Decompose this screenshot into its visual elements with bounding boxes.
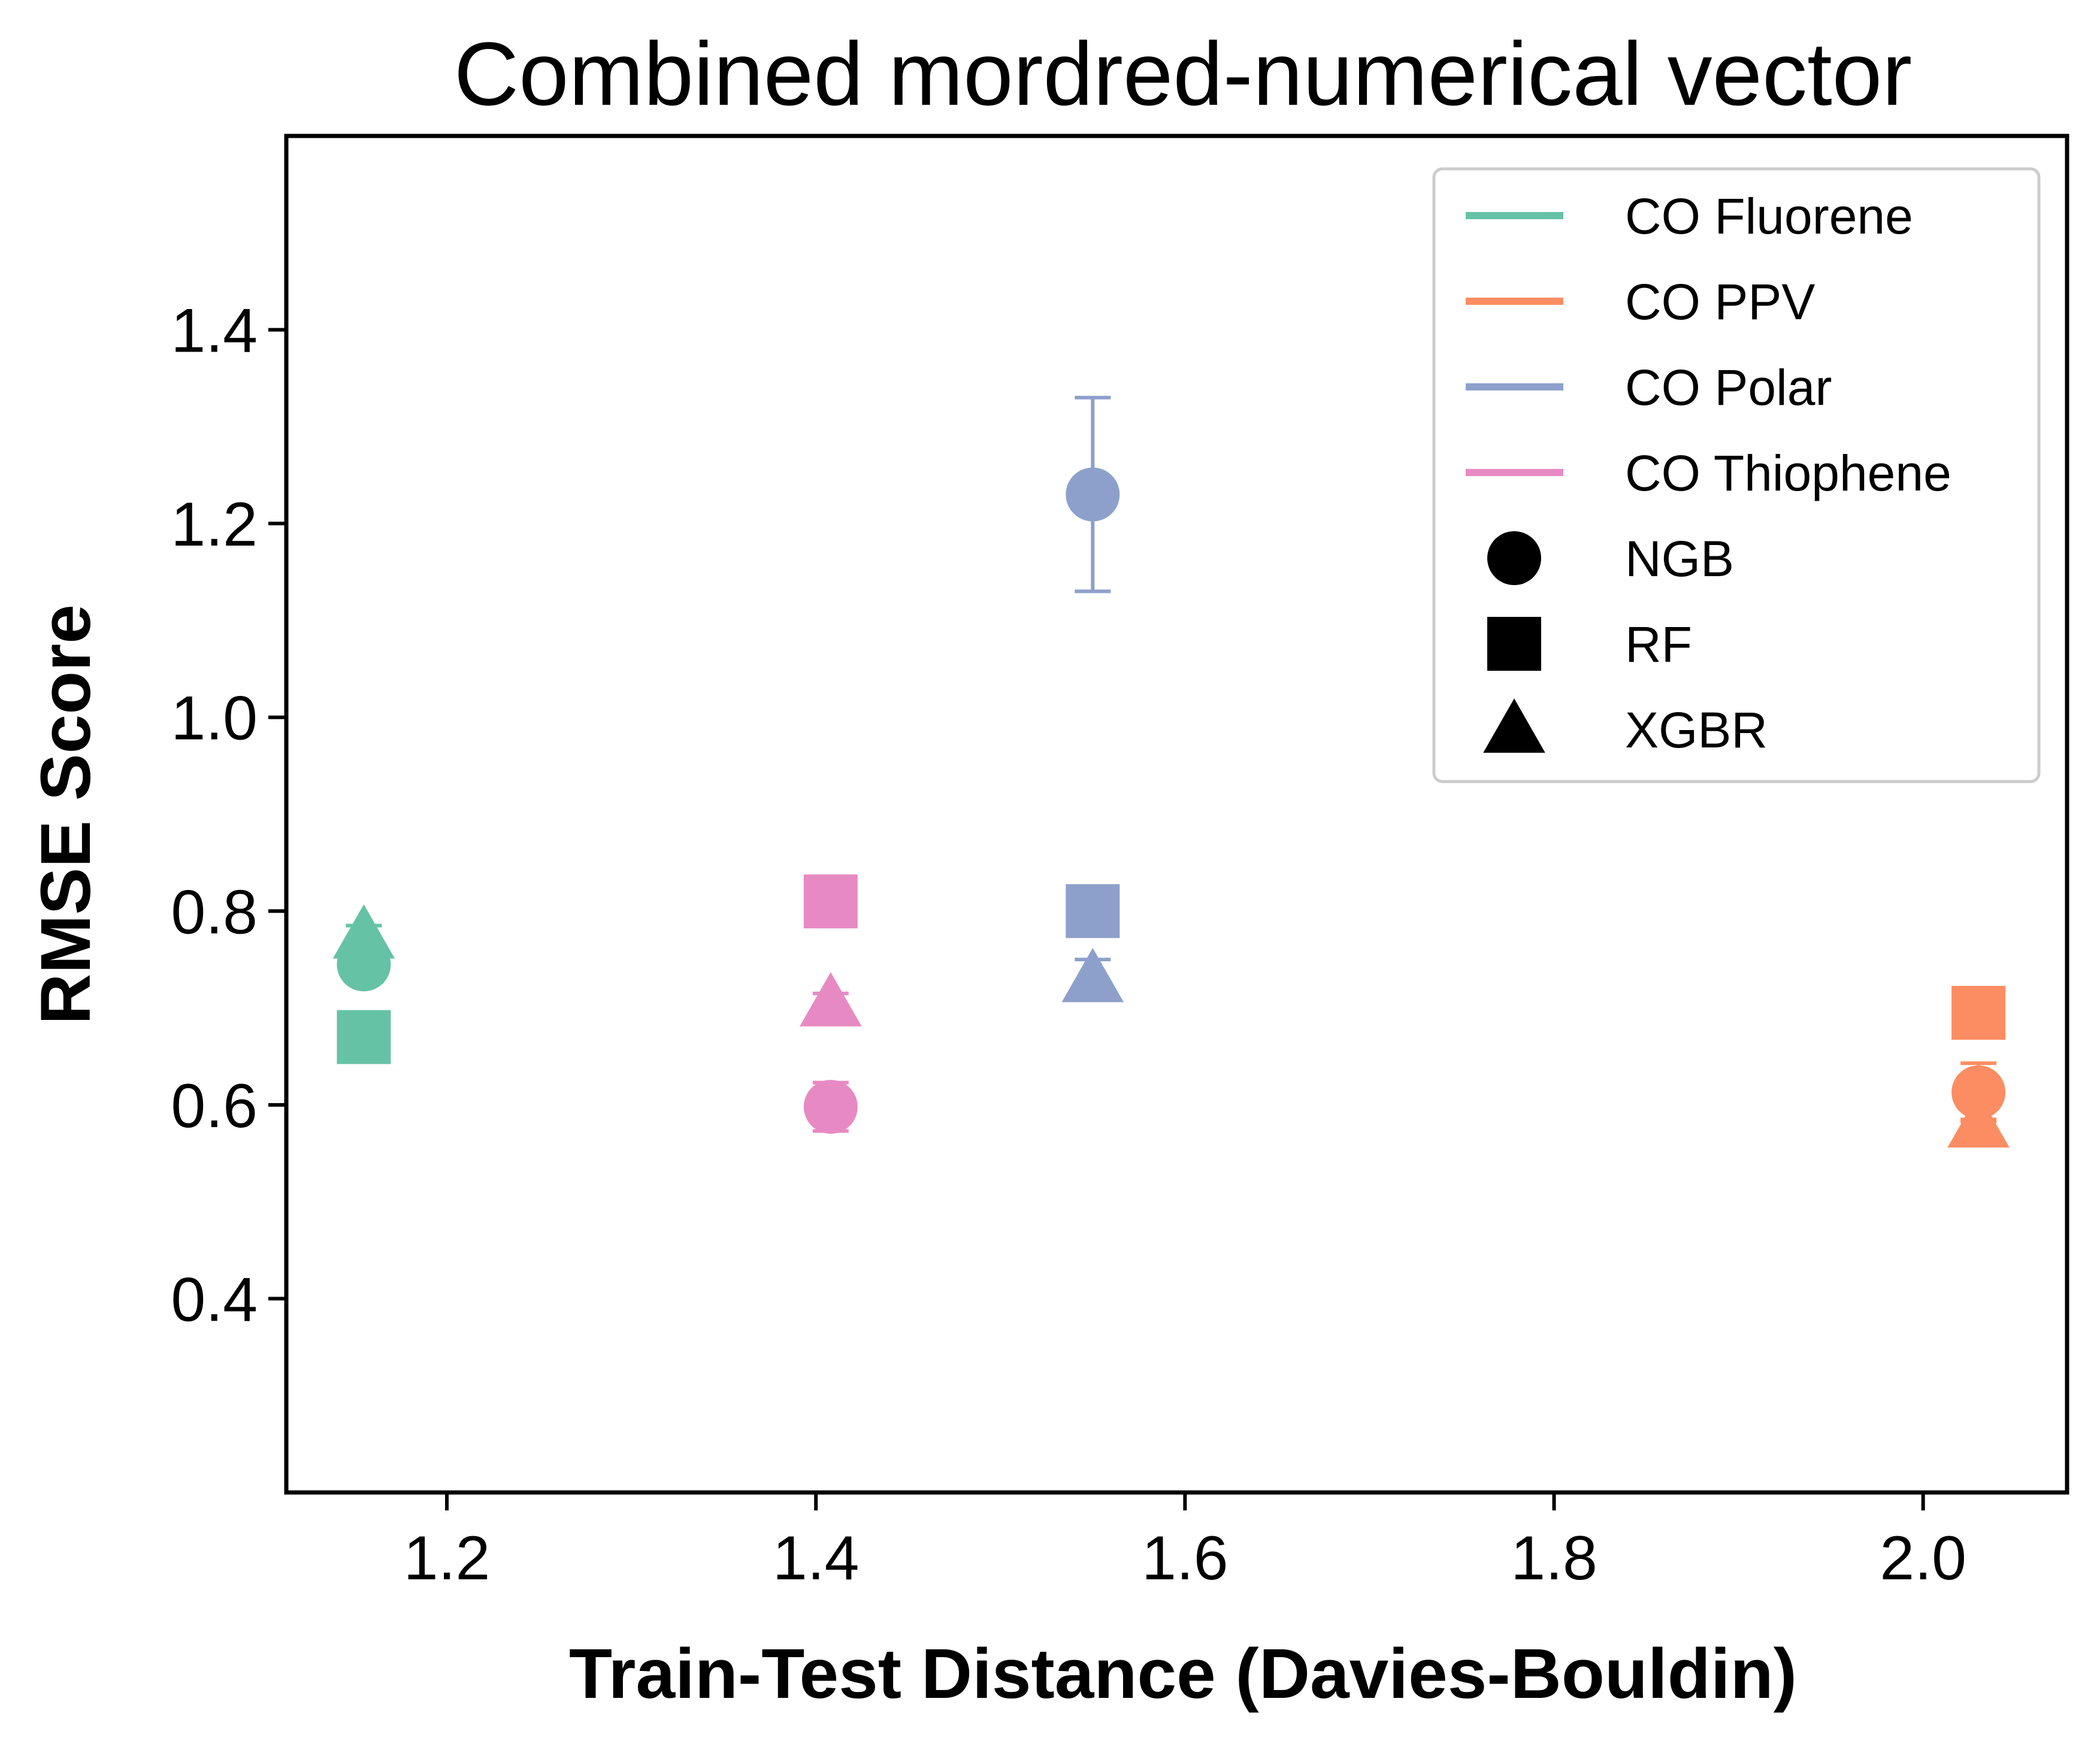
y-axis: 0.4 0.6 0.8 1.0 1.2 1.4	[171, 296, 286, 1334]
y-tick-label: 1.2	[171, 490, 258, 559]
legend-circle-swatch	[1487, 531, 1541, 585]
legend-box	[1432, 167, 2041, 783]
triangle-marker	[800, 972, 862, 1027]
circle-marker	[1066, 467, 1120, 522]
point-co-polar-xgbr	[1061, 947, 1124, 1003]
x-tick-label: 1.8	[1511, 1524, 1597, 1593]
x-axis: 1.2 1.4 1.6 1.8 2.0	[404, 1492, 1966, 1593]
x-tick-label: 1.4	[773, 1524, 860, 1593]
legend-item-co-ppv: CO PPV	[1466, 274, 1815, 330]
circle-marker	[1951, 1065, 2006, 1119]
point-co-fluorene-xgbr	[332, 904, 395, 959]
circle-marker	[803, 1080, 858, 1134]
legend-label: RF	[1625, 616, 1692, 673]
legend-triangle-swatch	[1483, 698, 1545, 753]
point-co-polar-ngb	[1066, 395, 1120, 594]
legend-label: CO Fluorene	[1625, 188, 1913, 244]
plot-frame	[284, 134, 2069, 1495]
legend-label: CO Polar	[1625, 359, 1832, 416]
chart-title: Combined mordred-numerical vector	[454, 23, 1912, 124]
x-tick-label: 1.6	[1142, 1524, 1228, 1593]
legend-label: XGBR	[1625, 702, 1768, 758]
point-co-thiophene-ngb	[803, 1080, 858, 1134]
y-tick-label: 0.4	[171, 1265, 258, 1334]
square-marker	[1951, 986, 2006, 1040]
point-co-thiophene-xgbr	[800, 972, 862, 1027]
legend-item-co-fluorene: CO Fluorene	[1466, 188, 1913, 244]
legend-item-xgbr: XGBR	[1483, 698, 1768, 758]
legend-item-co-thiophene: CO Thiophene	[1466, 445, 1951, 501]
point-co-ppv-rf	[1951, 986, 2006, 1040]
triangle-marker	[1947, 1093, 2010, 1148]
y-tick-label: 0.8	[171, 877, 258, 947]
y-axis-label: RMSE Score	[26, 604, 105, 1025]
square-marker	[337, 1010, 391, 1064]
point-co-ppv-xgbr	[1947, 1093, 2010, 1148]
legend-label: CO PPV	[1625, 274, 1815, 330]
point-co-fluorene-rf	[337, 1010, 391, 1064]
y-tick-label: 0.6	[171, 1071, 258, 1141]
legend-label: NGB	[1625, 531, 1734, 587]
x-axis-label: Train-Test Distance (Davies-Bouldin)	[569, 1634, 1797, 1713]
square-marker	[1066, 884, 1120, 938]
y-tick-label: 1.4	[171, 296, 258, 366]
legend-item-rf: RF	[1487, 616, 1692, 673]
square-marker	[803, 874, 858, 929]
legend: CO Fluorene CO PPV CO Polar CO Thiophene NGB…	[1432, 167, 2041, 783]
x-tick-label: 1.2	[404, 1524, 491, 1593]
legend-label: CO Thiophene	[1625, 445, 1951, 501]
legend-square-swatch	[1487, 617, 1541, 671]
x-tick-label: 2.0	[1880, 1524, 1966, 1593]
point-co-thiophene-rf	[803, 874, 858, 929]
plot-area	[332, 395, 2010, 1148]
y-tick-label: 1.0	[171, 684, 258, 753]
triangle-marker	[332, 904, 395, 959]
legend-item-ngb: NGB	[1487, 531, 1734, 587]
legend-item-co-polar: CO Polar	[1466, 359, 1832, 416]
point-co-polar-rf	[1066, 884, 1120, 938]
triangle-marker	[1061, 947, 1124, 1003]
